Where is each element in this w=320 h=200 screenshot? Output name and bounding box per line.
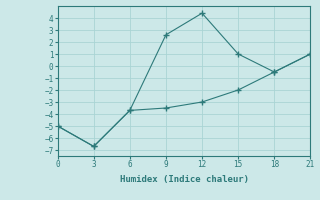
X-axis label: Humidex (Indice chaleur): Humidex (Indice chaleur) bbox=[119, 175, 249, 184]
